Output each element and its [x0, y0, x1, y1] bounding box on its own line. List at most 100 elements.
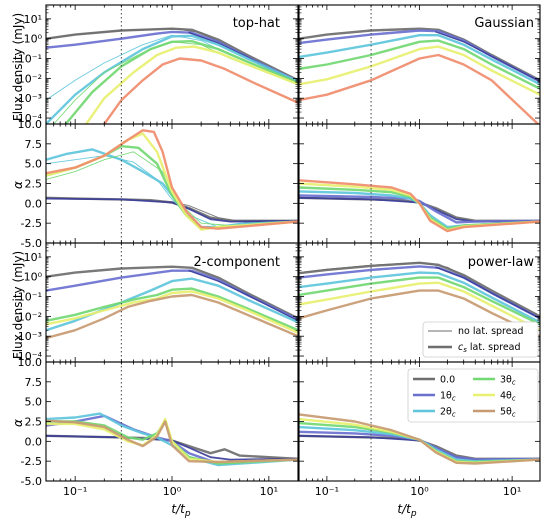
series-line-0.0-thick: [299, 27, 540, 82]
series-line-5theta-thick: [299, 179, 540, 233]
series-line-2theta-thick: [299, 34, 540, 86]
y-tick-label: 10⁻¹: [18, 291, 42, 304]
legend-angle-label: 2θc: [440, 407, 456, 419]
series-line-2theta-thick: [299, 271, 540, 324]
series-line-3theta-thick: [46, 287, 298, 332]
y-tick-label: 10⁻³: [18, 330, 42, 343]
panel-Gaussian-alpha: [298, 123, 541, 244]
series-line-5theta-thick: [46, 129, 298, 230]
legend-thick-c: c: [458, 342, 464, 353]
legend-angle-main: 1θ: [440, 391, 452, 402]
legend-angle-label: 1θc: [440, 391, 456, 403]
series-line-onaxis_dark-thick: [46, 197, 298, 223]
series-line-5theta_lower-thick: [299, 289, 540, 338]
x-tick-label: 10⁻¹: [315, 485, 339, 498]
series-group: [46, 27, 298, 124]
xlabel-right-main: t/t: [397, 502, 412, 516]
series-line-4theta-thick: [299, 281, 540, 332]
series-group: [299, 413, 540, 465]
legend-angle-main: 3θ: [500, 375, 512, 386]
series-line-2theta-thick: [46, 34, 298, 124]
legend-thick-text: lat. spread: [467, 342, 521, 353]
series-line-1theta-thick: [46, 30, 298, 83]
series-line-4theta-thick: [85, 45, 298, 124]
x-tick-label: 10¹: [503, 485, 521, 498]
x-tick-label: 10⁻¹: [63, 485, 87, 498]
x-tick-label: 10⁰: [410, 485, 429, 498]
y-tick-label: -5.0: [21, 237, 42, 250]
series-line-onaxis_dark-thin: [435, 266, 540, 319]
y-tick-label: -2.5: [21, 455, 42, 468]
y-tick-label: 10⁰: [24, 271, 43, 284]
series-group: [46, 129, 298, 231]
legend-angle-main: 4θ: [500, 391, 512, 402]
legend-angle-main: 2θ: [440, 407, 452, 418]
panel-title-power-law: power-law: [468, 255, 535, 270]
y-tick-label: 10⁻²: [18, 72, 42, 85]
series-line-3theta-thick: [299, 186, 540, 230]
panel-power-law-alpha: 10⁻¹ 10⁰ 10¹: [298, 361, 541, 498]
series-line-1theta-thick: [299, 194, 540, 224]
ylabel-alpha-top: α: [11, 181, 25, 189]
y-tick-label: 10⁰: [24, 33, 43, 46]
series-group: [46, 265, 298, 340]
series-line-3theta-thin: [46, 151, 298, 226]
legend-angle-label: 4θc: [500, 391, 516, 403]
series-line-2theta-thin: [46, 155, 298, 228]
y-tick-label: 7.5: [25, 138, 43, 151]
series-group: [299, 27, 540, 124]
y-tick-label: 10.0: [18, 356, 43, 369]
panel-Gaussian-flux: [298, 4, 541, 125]
series-group: [46, 412, 298, 467]
y-tick-label: 2.5: [25, 178, 43, 191]
series-line-3theta-thick: [299, 276, 540, 326]
panel-power-law-flux: [298, 242, 541, 363]
series-line-5theta_lower-thick: [46, 419, 298, 464]
legend-angle-main: 5θ: [500, 407, 512, 418]
series-line-onaxis_dark-thin: [188, 270, 298, 322]
panel-title-2-component: 2-component: [193, 255, 280, 270]
y-tick-label: 10.0: [18, 118, 43, 131]
panel-top-hat-alpha: 10.0 7.5 5.0 2.5 0.0 -2.5 -5.0: [18, 118, 299, 250]
y-tick-label: 10⁻³: [18, 92, 42, 105]
legend-angle-label: 3θc: [500, 375, 516, 387]
panel-title-gaussian: Gaussian: [474, 16, 534, 31]
panel-2-component-alpha: 10.0 7.5 5.0 2.5 0.0 -2.5 -5.0 10⁻¹ 10⁰ 10¹: [18, 356, 299, 498]
series-line-0.0-thick: [46, 265, 298, 320]
series-line-0.0-thin: [46, 197, 298, 223]
legend-angle-sub: c: [512, 395, 516, 403]
series-line-5theta-thick: [103, 57, 298, 124]
legend-angle-sub: c: [512, 379, 516, 387]
legend-angle-sub: c: [452, 395, 456, 403]
y-tick-label: 7.5: [25, 376, 43, 389]
legend-angle-label: 5θc: [500, 407, 516, 419]
y-tick-label: 10⁻²: [18, 310, 42, 323]
legend-spread: no lat. spread cs lat. spread: [422, 321, 539, 358]
series-group: [299, 179, 540, 233]
ylabel-alpha-bottom: α: [11, 419, 25, 427]
series-line-5theta_lower-thick: [46, 293, 298, 340]
legend-thin-label: no lat. spread: [458, 326, 523, 337]
series-line-5theta_lower-thick: [299, 413, 540, 465]
x-tick-label: 10¹: [260, 485, 278, 498]
legend-angle-sub: c: [452, 411, 456, 419]
panel-2-component-flux: 10¹ 10⁰ 10⁻¹ 10⁻² 10⁻³ 10⁻⁴: [18, 242, 299, 363]
y-tick-label: 10¹: [24, 251, 42, 264]
y-tick-label: 2.5: [25, 416, 43, 429]
legend-thick-label: cs lat. spread: [458, 342, 521, 354]
xlabel-left: t/tp: [171, 502, 190, 519]
panel-grid: 10¹10⁰10⁻¹10⁻²10⁻³10⁻⁴10.07.55.02.50.0-2…: [18, 4, 541, 498]
y-tick-label: 10¹: [24, 13, 42, 26]
legend-angle-label: 0.0: [440, 375, 455, 386]
legend-angle-sub: c: [512, 411, 516, 419]
series-line-5theta-thick: [299, 53, 540, 124]
xlabel-right: t/tp: [397, 502, 416, 519]
ylabel-flux-bottom: Flux density (mJy): [11, 251, 25, 359]
series-group: [299, 261, 540, 338]
y-tick-label: -5.0: [21, 475, 42, 488]
x-tick-label: 10⁰: [163, 485, 182, 498]
y-tick-label: 10⁻¹: [18, 53, 42, 66]
series-line-2theta-thick: [46, 277, 298, 332]
legend-thick-s: s: [463, 346, 467, 354]
